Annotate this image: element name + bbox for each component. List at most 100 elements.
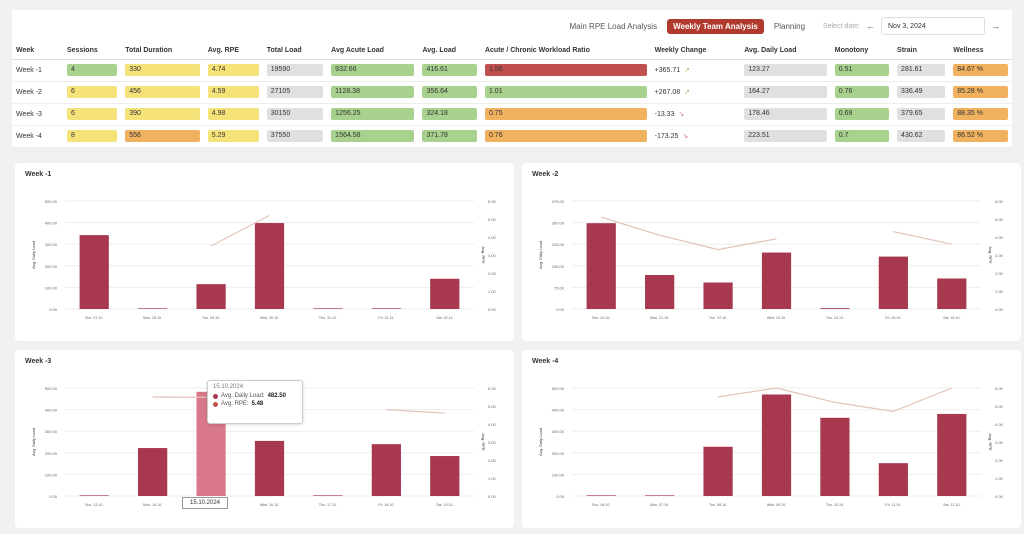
chart-tooltip: 15.10.2024 Avg. Daily Load: 482.50 Avg. … [207,380,303,424]
column-header[interactable]: Weekly Change [650,42,741,60]
value-pill: 1256.25 [331,108,415,120]
bar [703,446,733,496]
y2-tick-label: 6.00 [995,199,1004,204]
tab-main-rpe-load-analysis[interactable]: Main RPE Load Analysis [569,21,658,31]
y2-tick-label: 2.00 [995,271,1004,276]
trend-up-icon: ↗ [684,89,690,96]
y2-axis-label: Avg. RPE [988,246,993,264]
y-tick-label: 300.00 [45,242,58,247]
value-pill: 27105 [266,86,324,98]
y2-tick-label: 5.00 [488,217,497,222]
load-dot-icon [213,393,218,399]
value-pill: 379.65 [897,108,946,120]
bar [313,308,343,309]
column-header[interactable]: Wellness [949,42,1012,60]
table-cell-wellness: 86.52 % [949,125,1012,148]
table-cell-daily: 123.27 [740,59,831,82]
bar [371,444,401,496]
weekly-change-value: -173.25 [654,132,679,140]
table-cell-acute: 1128.38 [327,81,419,104]
y2-tick-label: 6.00 [995,386,1004,391]
y2-tick-label: 3.00 [995,440,1004,445]
chart-svg: 0.00 100.00 200.00 300.00 400.00 500.00 0.00 1.… [31,386,497,507]
y-tick-label: 0.00 [49,307,58,312]
y-tick-label: 75.00 [554,285,565,290]
table-cell-acute: 1256.25 [327,103,419,126]
weekly-change-value: -13.33 [654,110,675,118]
tooltip-rpe-label: Avg. RPE: [221,401,249,407]
arrow-left-icon[interactable]: ← [866,21,875,31]
value-pill: 30150 [266,108,324,120]
table-cell-total-load: 27105 [262,81,328,104]
weekly-change-value: +365.71 [654,66,681,74]
value-pill: 356.64 [422,86,477,98]
y2-tick-label: 4.00 [995,235,1004,240]
value-pill: 6 [67,108,118,120]
bar [586,495,616,496]
column-header[interactable]: Total Duration [121,42,204,60]
x-tick-label: Thu. 10.10. [826,503,844,507]
table-cell-duration: 390 [121,103,204,126]
bar [138,308,168,309]
column-header[interactable]: Week [12,42,63,60]
tooltip-load-label: Avg. Daily Load: [221,393,265,399]
column-header[interactable]: Avg. Daily Load [740,42,831,60]
table-cell-total-load: 30150 [262,103,328,126]
bar [196,284,226,309]
x-tick-label: Sat. 02.11. [436,316,453,320]
value-pill: 19590 [266,64,324,76]
tab-weekly-team-analysis[interactable]: Weekly Team Analysis [667,18,764,34]
y2-axis-label: Avg. RPE [481,433,486,451]
table-row[interactable]: Week -3 6 390 4.98 30150 1256.25 324.18 0.75 -13… [12,103,1012,126]
column-header[interactable]: Avg Acute Load [327,42,419,60]
table-cell-acwr: 1.56 [480,59,651,82]
table-cell-strain: 379.65 [893,103,950,126]
trend-down-icon: ↘ [678,111,685,118]
table-row[interactable]: Week -2 6 456 4.59 27105 1128.38 356.64 1.01 +26… [12,81,1012,104]
tab-planning[interactable]: Planning [773,21,806,31]
table-cell-duration: 330 [121,59,204,82]
value-pill: 390 [125,108,200,120]
y2-tick-label: 2.00 [488,271,497,276]
table-cell-change: +365.71 ↗ [650,59,741,82]
column-header[interactable]: Total Load [262,42,328,60]
x-tick-label: Tue. 22.10. [709,316,727,320]
x-tick-label: Sun. 06.10. [592,503,610,507]
weekly-stats-table: Week Sessions Total Duration Avg. RPE Total … [12,42,1012,148]
y-axis-label: Avg. Daily Load [31,241,36,269]
bar [371,308,401,309]
column-header[interactable]: Acute / Chronic Workload Ratio [480,42,651,60]
y2-tick-label: 0.00 [488,307,497,312]
table-row[interactable]: Week -1 4 330 4.74 19590 932.66 416.61 1.56 +365… [12,59,1012,82]
value-pill: 8 [67,130,118,142]
value-pill: 4.59 [207,86,259,98]
x-tick-label: Sat. 26.10. [943,316,960,320]
table-cell-wellness: 85.28 % [949,81,1012,104]
value-pill: 371.78 [422,130,477,142]
y2-tick-label: 1.00 [995,289,1004,294]
y-tick-label: 225.00 [552,242,565,247]
chart-title: Week -4 [532,358,559,365]
column-header[interactable]: Monotony [830,42,894,60]
column-header[interactable]: Strain [893,42,950,60]
value-pill: 430.62 [897,130,946,142]
bar [586,223,616,309]
column-header[interactable]: Avg. RPE [203,42,263,60]
y-tick-label: 375.00 [552,199,565,204]
x-tick-label: Thu. 24.10. [826,316,844,320]
y-tick-label: 0.00 [49,494,58,499]
y-tick-label: 200.00 [45,264,58,269]
value-pill: 281.61 [897,64,946,76]
arrow-right-icon[interactable]: → [991,21,1000,31]
column-header[interactable]: Sessions [63,42,122,60]
column-header[interactable]: Avg. Load [418,42,481,60]
y2-tick-label: 5.00 [995,404,1004,409]
value-pill: 37550 [266,130,324,142]
table-row[interactable]: Week -4 8 556 5.29 37550 1564.58 371.78 0.76 -17… [12,125,1012,148]
date-input[interactable] [881,17,985,35]
y2-axis-label: Avg. RPE [481,246,486,264]
table-cell-avg-load: 356.64 [418,81,481,104]
bar [703,282,733,309]
y-tick-label: 400.00 [45,221,58,226]
table-cell-week: Week -3 [12,103,63,126]
